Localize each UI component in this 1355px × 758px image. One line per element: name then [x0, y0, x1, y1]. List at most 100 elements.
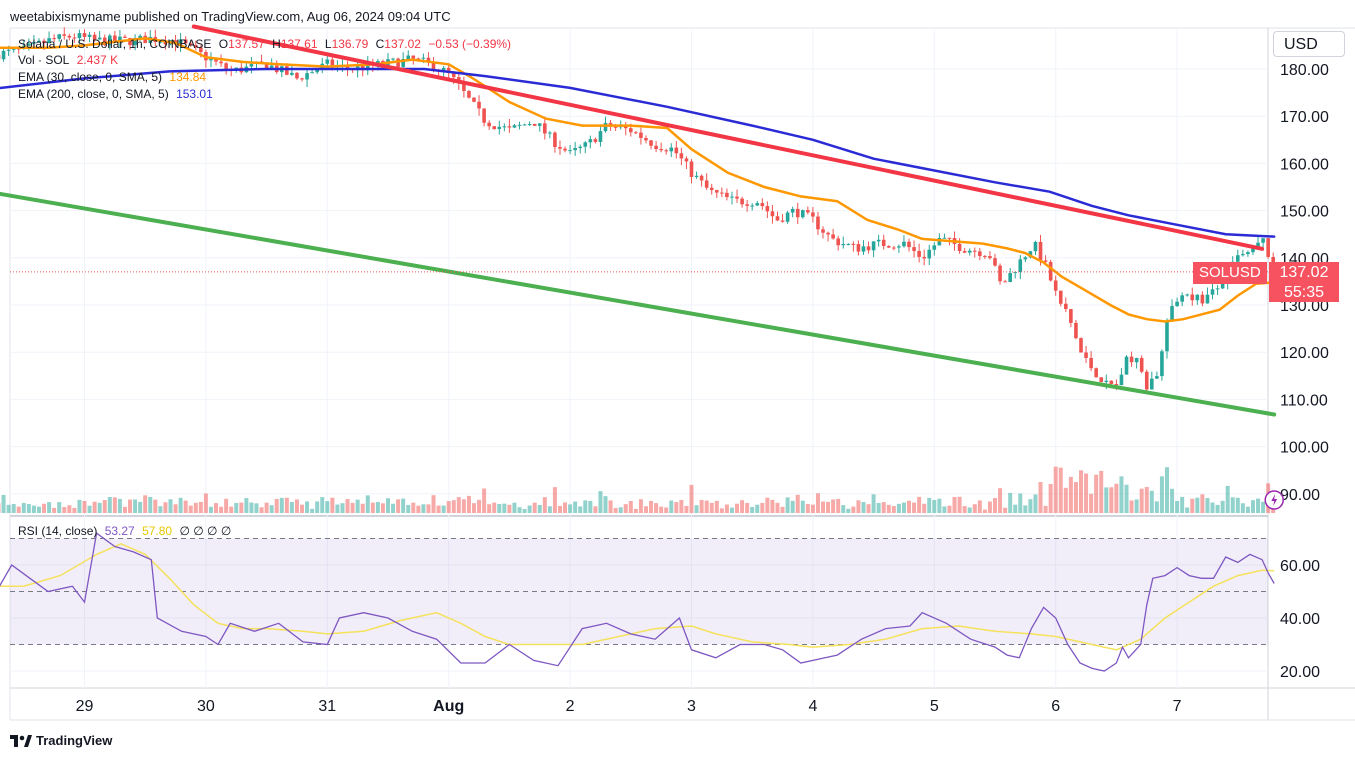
y-tick-label: 130.00	[1280, 298, 1329, 315]
legend-l-label: L	[324, 37, 332, 51]
volume-bar	[831, 499, 836, 513]
volume-bar	[133, 499, 138, 513]
candle-body	[97, 37, 102, 40]
candle-body	[1175, 301, 1179, 307]
volume-bar	[598, 491, 603, 513]
candle-body	[401, 58, 405, 67]
candle-body	[391, 58, 395, 60]
line-ema-200	[0, 67, 1276, 238]
volume-bar	[1104, 487, 1109, 513]
candle-body	[1160, 351, 1164, 377]
volume-bar	[254, 503, 259, 513]
candle-body	[1013, 272, 1018, 274]
candle-body	[780, 220, 785, 222]
legend-symbol[interactable]: Solana / U.S. Dollar, 1h, COINBASE	[18, 37, 212, 51]
candle-body	[1236, 255, 1240, 262]
candle-body	[1079, 338, 1083, 353]
volume-bar	[1073, 482, 1078, 513]
volume-bars	[0, 466, 1276, 513]
volume-bar	[451, 500, 456, 513]
candle-body	[365, 62, 370, 71]
candle-body	[1053, 280, 1058, 291]
volume-bar	[942, 506, 947, 513]
candle-body	[6, 49, 11, 51]
volume-bar	[391, 503, 396, 513]
volume-bar	[1159, 476, 1164, 513]
volume-bar	[325, 501, 330, 513]
candle-body	[1195, 294, 1200, 301]
volume-bar	[952, 496, 957, 513]
volume-bar	[608, 500, 613, 513]
legend-ema30-label[interactable]: EMA (30, close, 0, SMA, 5)	[18, 70, 163, 84]
volume-bar	[229, 506, 234, 513]
currency-button[interactable]: USD	[1273, 31, 1345, 57]
candle-body	[1144, 371, 1149, 390]
volume-bar	[775, 502, 780, 513]
candle-body	[998, 265, 1002, 282]
volume-bar	[1180, 496, 1185, 513]
candle-body	[269, 65, 274, 69]
legend-vol-label[interactable]: Vol · SOL	[18, 53, 70, 67]
volume-bar	[578, 506, 583, 513]
volume-bar	[821, 501, 826, 513]
candle-body	[720, 192, 724, 194]
candle-body	[927, 249, 932, 259]
legend-symbol-row: Solana / U.S. Dollar, 1h, COINBASE O137.…	[18, 36, 515, 52]
volume-bar	[765, 497, 770, 513]
volume-bar	[522, 509, 527, 513]
candle-body	[588, 139, 593, 143]
legend-ema200-label[interactable]: EMA (200, close, 0, SMA, 5)	[18, 87, 169, 101]
volume-bar	[805, 503, 810, 513]
volume-bar	[426, 504, 431, 513]
volume-bar	[512, 502, 517, 513]
y-tick-label: 110.00	[1280, 392, 1328, 409]
volume-bar	[856, 500, 861, 513]
volume-bar	[740, 500, 745, 513]
volume-bar	[689, 484, 694, 513]
volume-bar	[760, 502, 765, 513]
volume-bar	[1245, 506, 1250, 513]
candle-body	[593, 139, 598, 142]
candle-body	[892, 247, 896, 249]
candle-body	[1094, 368, 1098, 378]
volume-bar	[198, 501, 203, 513]
volume-bar	[492, 502, 497, 513]
candle-body	[978, 251, 982, 256]
candle-body	[988, 256, 992, 259]
volume-bar	[694, 505, 699, 513]
volume-bar	[350, 502, 355, 513]
volume-bar	[1043, 505, 1048, 513]
y-tick-label: 100.00	[1280, 440, 1329, 457]
legend-ema200-value: 153.01	[176, 87, 213, 101]
candle-body	[760, 203, 765, 207]
candle-body	[866, 246, 871, 251]
candle-body	[285, 66, 289, 75]
candle-body	[1, 50, 6, 60]
candle-body	[406, 55, 411, 59]
legend-rsi-label[interactable]: RSI (14, close)	[18, 524, 98, 538]
volume-bar	[1190, 498, 1195, 513]
x-tick-label: 2	[566, 698, 575, 715]
candle-body	[1155, 376, 1159, 379]
candle-body	[806, 210, 810, 213]
tradingview-brand[interactable]: TradingView	[10, 733, 112, 748]
candle-body	[527, 124, 532, 126]
candle-body	[92, 34, 97, 40]
candle-body	[962, 251, 967, 253]
volume-bar	[117, 498, 122, 513]
candle-body	[138, 35, 142, 38]
volume-bar	[1164, 467, 1169, 513]
volume-bar	[1003, 507, 1008, 513]
volume-bar	[411, 502, 416, 513]
volume-bar	[1129, 500, 1134, 513]
candle-body	[209, 58, 213, 61]
candle-body	[821, 229, 825, 233]
candle-body	[67, 35, 72, 38]
volume-bar	[1149, 490, 1154, 513]
candle-body	[937, 237, 942, 246]
candle-body	[441, 67, 446, 72]
volume-bar	[547, 506, 552, 513]
candle-body	[659, 149, 663, 151]
volume-bar	[618, 507, 623, 513]
